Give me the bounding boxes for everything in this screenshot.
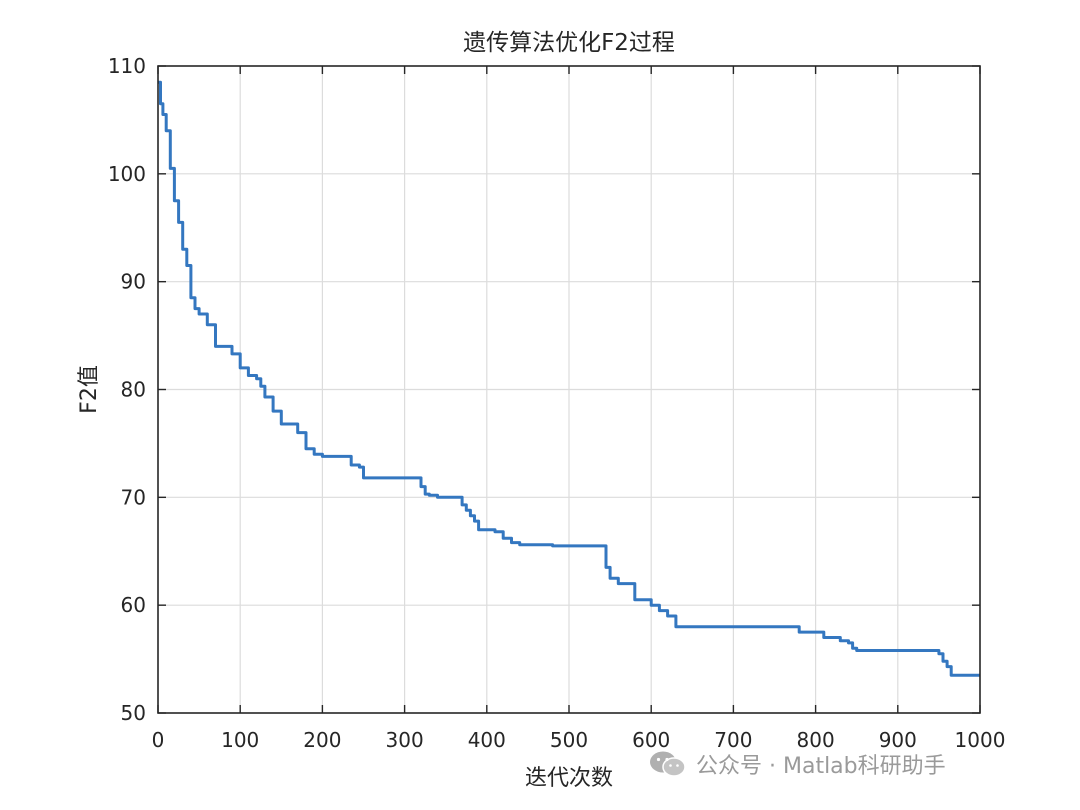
x-axis-ticks: 0 100 200 300 400 500 600 700 800 900 1000 [152,66,1006,752]
x-tick-label: 500 [550,728,588,752]
wechat-icon [650,751,686,777]
watermark-text: 公众号 · Matlab科研助手 [696,754,946,779]
x-axis-label: 迭代次数 [525,766,613,791]
y-tick-label: 90 [121,270,146,294]
x-tick-label: 600 [632,728,670,752]
series-line [158,80,980,677]
x-tick-label: 100 [221,728,259,752]
x-tick-label: 700 [714,728,752,752]
watermark: 公众号 · Matlab科研助手 [648,748,946,780]
x-tick-label: 300 [386,728,424,752]
grid-lines [158,66,980,713]
x-tick-label: 1000 [955,728,1006,752]
y-axis-label: F2值 [77,365,102,414]
series-group [158,80,980,677]
x-tick-label: 800 [797,728,835,752]
y-tick-label: 80 [121,378,146,402]
x-tick-label: 400 [468,728,506,752]
y-tick-label: 100 [108,162,146,186]
x-tick-label: 200 [303,728,341,752]
y-tick-label: 110 [108,54,146,78]
chart-title: 遗传算法优化F2过程 [463,30,675,56]
y-tick-label: 50 [121,701,146,725]
y-axis-ticks: 50 60 70 80 90 100 110 [108,54,980,725]
y-tick-label: 60 [121,593,146,617]
x-tick-label: 900 [879,728,917,752]
x-tick-label: 0 [152,728,165,752]
y-tick-label: 70 [121,485,146,509]
